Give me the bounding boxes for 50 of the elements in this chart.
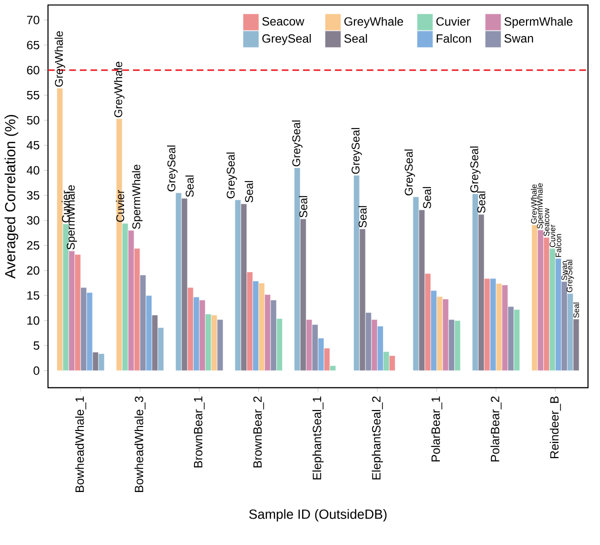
data-label: Seal bbox=[358, 206, 367, 228]
x-tick-label: BowheadWhale_1 bbox=[75, 396, 86, 492]
y-axis-title: Averaged Correlation (%) bbox=[4, 114, 18, 279]
data-label: Seal bbox=[299, 196, 308, 218]
x-tick-label: BowheadWhale_3 bbox=[134, 396, 146, 492]
legend-label: GreyWhale bbox=[344, 16, 404, 28]
legend-label: Cuvier bbox=[436, 16, 470, 26]
legend-label: Seacow bbox=[262, 17, 304, 26]
data-label: GreySeal bbox=[351, 128, 362, 174]
y-tick-label: 45 bbox=[26, 141, 40, 150]
data-label: GreyWhale bbox=[114, 62, 124, 118]
data-label: Seal bbox=[477, 192, 486, 213]
x-tick-label: ElephantSeal_2 bbox=[372, 396, 383, 480]
data-label: GreySeal bbox=[226, 152, 237, 198]
y-tick-label: 5 bbox=[34, 341, 40, 350]
legend-label: Falcon bbox=[436, 34, 471, 43]
data-label: Seal bbox=[422, 187, 432, 208]
y-tick-label: 55 bbox=[26, 90, 40, 100]
y-tick-label: 10 bbox=[27, 316, 40, 325]
y-tick-label: 65 bbox=[27, 40, 40, 50]
x-tick-label: BrownBear_1 bbox=[194, 396, 205, 468]
data-label: GreySeal bbox=[167, 146, 178, 192]
y-tick-label: 25 bbox=[27, 241, 40, 250]
data-label: GreySeal bbox=[404, 150, 415, 196]
legend-label: Seal bbox=[344, 34, 367, 43]
x-tick-label: Reindeer_B bbox=[550, 396, 561, 458]
data-label: SpermWhale bbox=[132, 164, 143, 229]
y-tick-label: 0 bbox=[34, 366, 40, 375]
y-tick-label: 70 bbox=[27, 16, 40, 24]
x-tick-label: BrownBear_2 bbox=[253, 396, 264, 468]
x-tick-label: PolarBear_2 bbox=[490, 396, 502, 462]
data-label: GreyWhale bbox=[54, 31, 66, 87]
y-tick-label: 15 bbox=[27, 291, 40, 300]
data-label: GreySeal bbox=[292, 120, 302, 166]
data-label: Cuvier bbox=[116, 190, 124, 222]
legend-label: SpermWhale bbox=[504, 16, 572, 28]
x-tick-label: ElephantSeal_1 bbox=[312, 396, 324, 480]
y-tick-label: 60 bbox=[27, 66, 40, 74]
data-label: Seal bbox=[244, 181, 254, 202]
y-tick-label: 30 bbox=[26, 216, 40, 225]
y-tick-label: 40 bbox=[26, 166, 40, 175]
legend-label: Swan bbox=[504, 34, 534, 43]
x-tick-label: PolarBear_1 bbox=[431, 396, 442, 462]
data-label: GreySeal bbox=[470, 146, 481, 192]
y-tick-label: 20 bbox=[27, 266, 40, 275]
y-tick-label: 35 bbox=[26, 191, 40, 200]
legend-label: GreySeal bbox=[262, 34, 311, 46]
y-tick-label: 50 bbox=[26, 116, 40, 124]
data-label: Seal bbox=[185, 176, 194, 197]
x-axis-title: Sample ID (OutsideDB) bbox=[249, 509, 387, 522]
